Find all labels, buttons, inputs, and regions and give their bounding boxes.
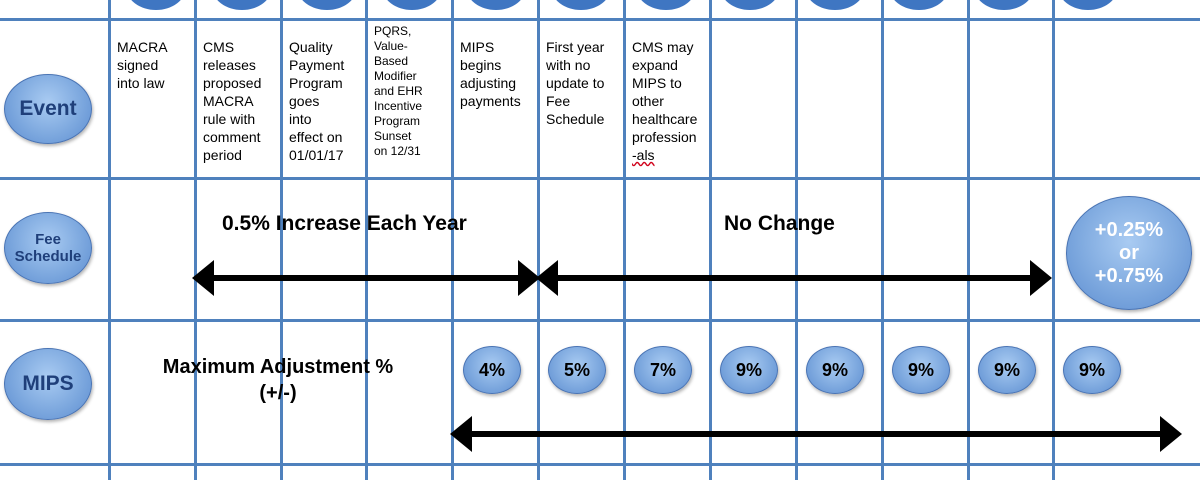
top-circle	[805, 0, 865, 10]
grid-line-vertical	[365, 0, 368, 480]
grid-line-horizontal	[0, 177, 1200, 180]
top-circle	[889, 0, 949, 10]
top-circle	[297, 0, 357, 10]
top-circle	[126, 0, 186, 10]
grid-line-vertical	[1052, 0, 1055, 480]
top-circle	[720, 0, 780, 10]
grid-line-vertical	[709, 0, 712, 480]
event-cms-proposed-rule: CMS releases proposed MACRA rule with co…	[203, 39, 262, 163]
grid-line-vertical	[451, 0, 454, 480]
top-circle	[382, 0, 442, 10]
mips-max-adjustment-label: Maximum Adjustment % (+/-)	[162, 356, 394, 404]
event-macra-signed: MACRA signed into law	[117, 39, 168, 91]
arrow-head-right	[1160, 416, 1182, 452]
arrow-head-right	[518, 260, 540, 296]
top-circle	[466, 0, 526, 10]
top-circle	[974, 0, 1034, 10]
top-circle	[212, 0, 272, 10]
mips-pct-circle: 4%	[463, 346, 521, 394]
fee-increase-label: 0.5% Increase Each Year	[222, 212, 467, 235]
grid-line-vertical	[280, 0, 283, 480]
fee-no-change-label: No Change	[724, 212, 835, 235]
mips-pct-circle: 9%	[1063, 346, 1121, 394]
grid-line-horizontal	[0, 463, 1200, 466]
mips-pct-circle: 9%	[806, 346, 864, 394]
fee-increase-arrow	[192, 260, 540, 296]
mips-pct-circle: 5%	[548, 346, 606, 394]
top-circle	[551, 0, 611, 10]
arrow-head-right	[1030, 260, 1052, 296]
top-circle	[636, 0, 696, 10]
fee-no-change-arrow	[536, 260, 1052, 296]
event-qpp-effect: Quality Payment Program goes into effect…	[289, 39, 345, 163]
grid-line-vertical	[537, 0, 540, 480]
mips-adjustment-arrow	[450, 416, 1182, 452]
mips-pct-circle: 9%	[978, 346, 1036, 394]
event-pqrs-sunset: PQRS, Value- Based Modifier and EHR Ince…	[374, 24, 423, 158]
mips-pct-circle: 9%	[892, 346, 950, 394]
grid-line-vertical	[967, 0, 970, 480]
grid-line-vertical	[623, 0, 626, 480]
top-circle	[1058, 0, 1118, 10]
grid-line-vertical	[108, 0, 111, 480]
event-cms-may-expand: CMS may expand MIPS to other healthcare …	[632, 39, 698, 145]
mips-pct-circle: 7%	[634, 346, 692, 394]
arrow-head-left	[536, 260, 558, 296]
event-first-year-no-update: First year with no update to Fee Schedul…	[546, 39, 605, 127]
mips-pct-circle: 9%	[720, 346, 778, 394]
grid-line-vertical	[194, 0, 197, 480]
fee-final-circle: +0.25% or +0.75%	[1066, 196, 1192, 310]
grid-line-horizontal	[0, 319, 1200, 322]
grid-line-horizontal	[0, 18, 1200, 21]
row-label-event: Event	[4, 74, 92, 144]
grid-line-vertical	[881, 0, 884, 480]
arrow-head-left	[450, 416, 472, 452]
grid-line-vertical	[795, 0, 798, 480]
row-label-mips: MIPS	[4, 348, 92, 420]
event-mips-begins: MIPS begins adjusting payments	[460, 39, 521, 109]
event-cms-may-expand-suffix: -als	[632, 146, 655, 164]
arrow-head-left	[192, 260, 214, 296]
event-suffix-text: -als	[632, 147, 655, 163]
row-label-fee-schedule: Fee Schedule	[4, 212, 92, 284]
